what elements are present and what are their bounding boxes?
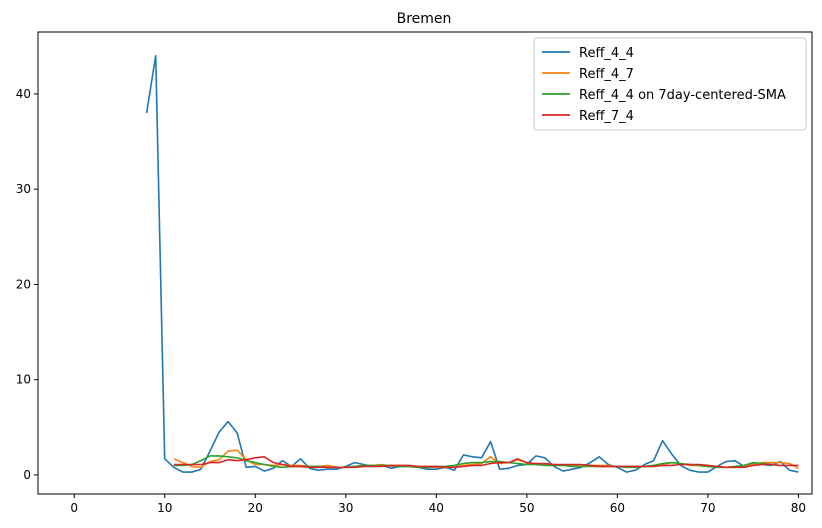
x-tick-label: 20	[248, 501, 263, 515]
y-tick-label: 10	[16, 373, 31, 387]
y-tick-label: 40	[16, 87, 31, 101]
x-axis: 0 10 20 30 40 50 60 70 80	[70, 494, 806, 515]
series-line-1	[145, 54, 799, 473]
series-line-3	[173, 455, 781, 469]
legend-box	[533, 37, 807, 131]
legend-label: Reff_7_4	[579, 109, 634, 124]
y-tick-label: 20	[16, 277, 31, 291]
x-tick-label: 60	[610, 501, 625, 515]
y-axis: 0 10 20 30 40	[16, 87, 38, 482]
plot-area: 0 10 20 30 40 50 60 70 80 0 10 20 30 40	[16, 31, 813, 515]
axes-frame	[37, 31, 813, 495]
x-tick-label: 30	[338, 501, 353, 515]
chart-title: Bremen	[397, 11, 452, 27]
x-tick-label: 80	[791, 501, 806, 515]
y-tick-label: 30	[16, 182, 31, 196]
legend: Reff_4_4 Reff_4_7 Reff_4_4 on 7day-centere…	[533, 37, 807, 131]
x-tick-label: 0	[70, 501, 78, 515]
x-tick-label: 70	[700, 501, 715, 515]
x-tick-label: 40	[429, 501, 444, 515]
legend-label: Reff_4_4	[579, 46, 634, 61]
y-tick-label: 0	[23, 468, 31, 482]
legend-label: Reff_4_4 on 7day-centered-SMA	[579, 88, 786, 103]
series-group	[145, 54, 799, 473]
x-tick-label: 50	[519, 501, 534, 515]
legend-label: Reff_4_7	[579, 67, 634, 82]
series-line-4	[173, 455, 799, 469]
x-tick-label: 10	[157, 501, 172, 515]
